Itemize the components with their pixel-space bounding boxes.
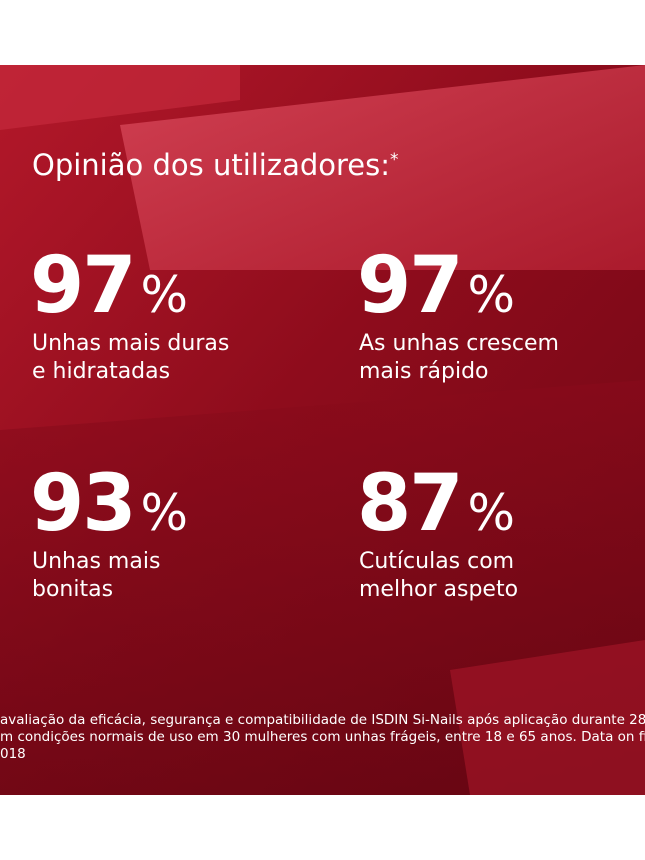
footnote: avaliação da eficácia, segurança e compa…	[0, 712, 645, 762]
title-text: Opinião dos utilizadores:	[32, 148, 390, 182]
stat-value: 97	[30, 241, 135, 331]
title-mark: *	[390, 150, 399, 170]
stat-figure: 93%	[30, 459, 186, 549]
stat-label: e hidratadas	[32, 359, 170, 384]
stat-label: As unhas crescem	[359, 331, 559, 356]
content: Opinião dos utilizadores:* 97 %Unhas mais…	[30, 148, 559, 602]
stat-unit: %	[468, 484, 514, 542]
stat-unit: %	[468, 266, 514, 324]
footnote-line: 018	[0, 746, 26, 762]
stat-unit: %	[141, 266, 187, 324]
stat-label: bonitas	[32, 577, 113, 602]
stat-label: melhor aspeto	[359, 577, 518, 602]
stat-value: 87	[357, 459, 462, 549]
stat-figure: 87%	[357, 459, 513, 549]
stat-label: Unhas mais	[32, 549, 160, 574]
stat-label: mais rápido	[359, 359, 489, 384]
stat-figure: 97%	[30, 241, 186, 331]
stat-figure: 97%	[357, 241, 513, 331]
footnote-line: m condições normais de uso em 30 mulhere…	[0, 729, 645, 745]
background	[0, 65, 645, 795]
stat-value: 97	[357, 241, 462, 331]
title: Opinião dos utilizadores:*	[32, 148, 399, 182]
stat-label: Cutículas com	[359, 549, 514, 574]
stat-label: Unhas mais duras	[32, 331, 229, 356]
footnote-line: avaliação da eficácia, segurança e compa…	[0, 712, 645, 728]
stat-unit: %	[141, 484, 187, 542]
stat-value: 93	[30, 459, 135, 549]
